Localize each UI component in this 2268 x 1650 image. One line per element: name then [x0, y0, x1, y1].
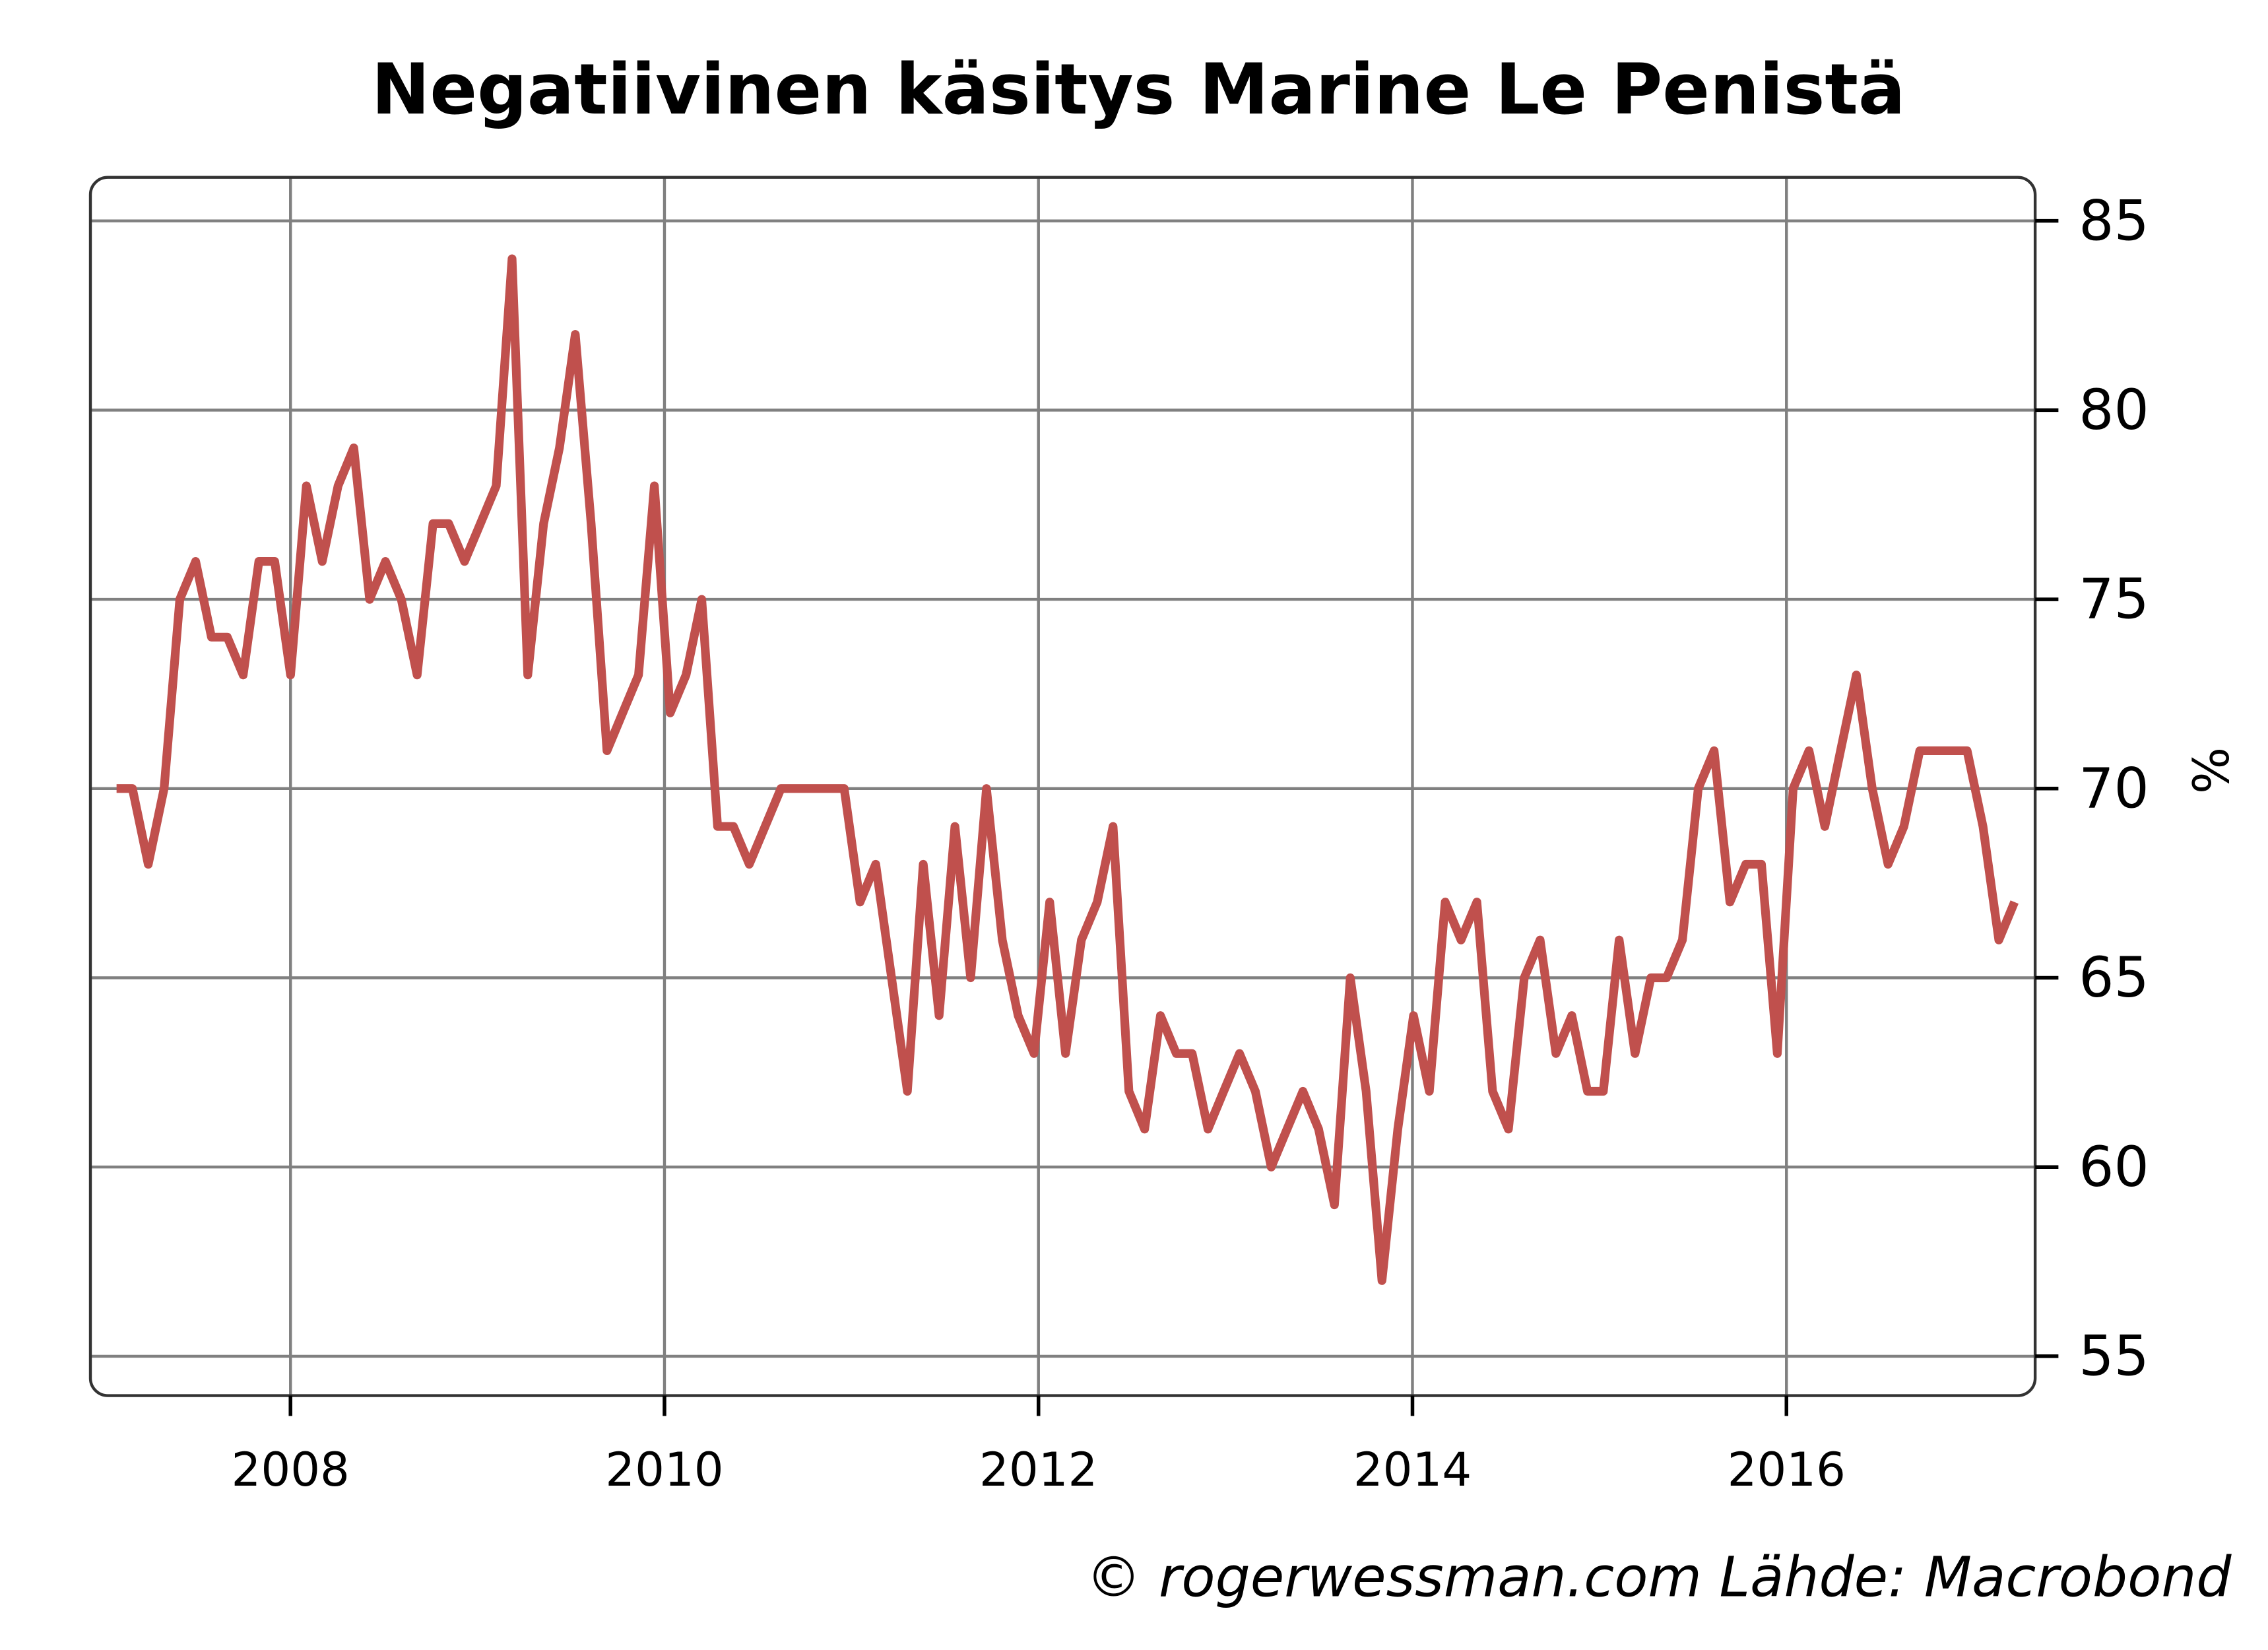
x-tick-label: 2014 — [1353, 1443, 1472, 1497]
y-tick-label: 60 — [2079, 1135, 2149, 1199]
y-tick-label: 75 — [2079, 567, 2149, 632]
x-tick-label: 2016 — [1728, 1443, 1846, 1497]
x-tick-label: 2012 — [979, 1443, 1097, 1497]
series-line — [116, 254, 2019, 1285]
grid-lines — [90, 177, 2036, 1396]
y-tick-label: 80 — [2079, 378, 2149, 442]
axis-ticks: 55 60 65 70 75 80 85 2008 2010 2012 2014 2016 — [232, 188, 2149, 1497]
chart-title: Negatiivinen käsitys Marine Le Penistä — [372, 49, 1905, 130]
y-tick-label: 70 — [2079, 756, 2149, 820]
y-tick-label: 85 — [2079, 188, 2149, 253]
y-axis-label: % — [2182, 747, 2240, 794]
source-credit: © rogerwessman.com Lähde: Macrobond — [1086, 1545, 2232, 1610]
y-tick-label: 65 — [2079, 945, 2149, 1010]
data-points — [116, 258, 2015, 1281]
x-tick-label: 2010 — [605, 1443, 723, 1497]
y-tick-label: 55 — [2079, 1324, 2149, 1389]
plot-frame — [88, 176, 2037, 1397]
x-tick-label: 2008 — [232, 1443, 350, 1497]
